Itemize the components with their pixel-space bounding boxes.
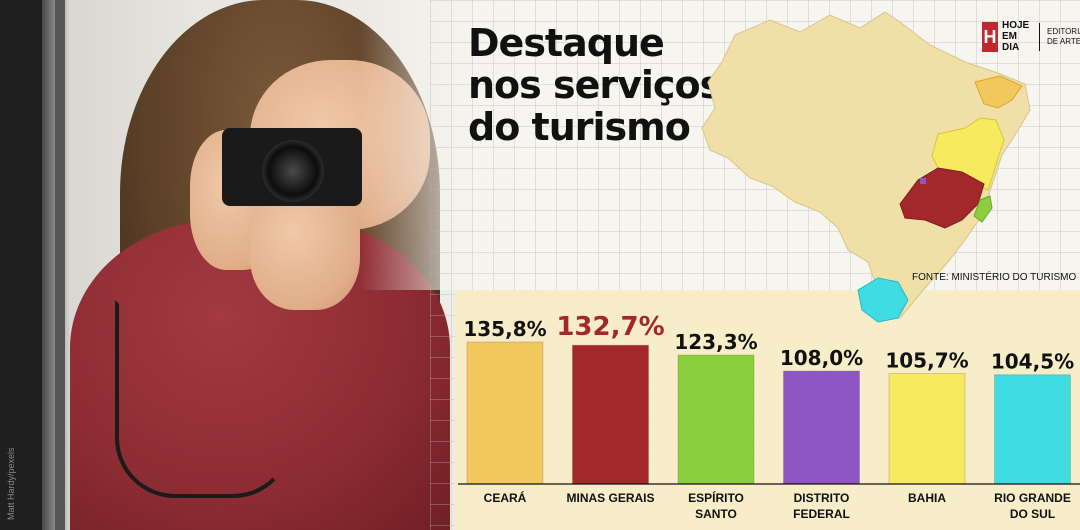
logo-divider: [1039, 22, 1040, 51]
map-ceara: [974, 75, 1023, 109]
map-brazil-base: [701, 11, 1031, 319]
chart-background-band: [455, 290, 1080, 530]
brazil-map: [701, 11, 1031, 323]
window-bar: [55, 0, 65, 530]
photo-credit: Matt Hardy/pexels: [6, 447, 16, 520]
photo-fade: [360, 0, 560, 290]
map-distrito-federal: [920, 178, 926, 184]
camera-strap: [115, 300, 293, 498]
logo-subtitle: EDITORIA DE ARTE: [1047, 26, 1080, 46]
logo: H HOJE EM DIA EDITORIA DE ARTE: [982, 20, 1080, 53]
map-espirito-santo: [973, 195, 993, 223]
logo-mark: H: [982, 21, 998, 52]
window-frame: [0, 0, 42, 530]
page-title: Destaque nos serviços do turismo: [468, 21, 722, 149]
source-note: FONTE: MINISTÉRIO DO TURISMO: [912, 272, 1077, 283]
camera-lens-icon: [262, 140, 324, 202]
logo-name: HOJE EM DIA: [1002, 20, 1030, 53]
map-rio-grande-do-sul: [857, 277, 909, 323]
